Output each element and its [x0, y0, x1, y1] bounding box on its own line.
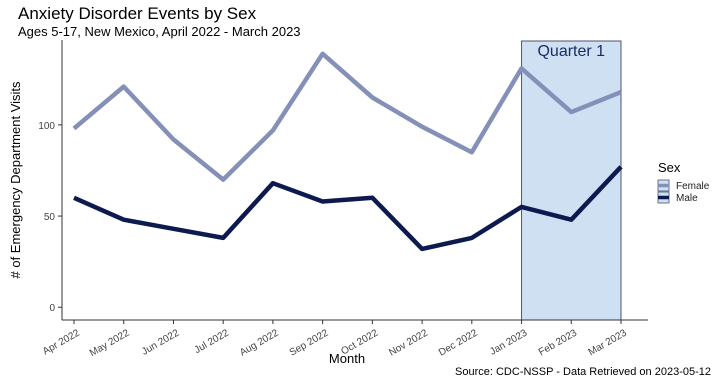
x-tick-label: Apr 2022 — [41, 327, 82, 357]
y-tick-label: 0 — [49, 303, 55, 314]
y-axis-ticks: 0 50 100 — [38, 121, 62, 314]
x-tick-label: May 2022 — [88, 327, 132, 359]
x-tick-label: Aug 2022 — [238, 327, 281, 358]
x-tick-label: Dec 2022 — [437, 327, 480, 358]
y-axis-title: # of Emergency Department Visits — [8, 81, 23, 279]
x-tick-label: Nov 2022 — [387, 327, 430, 358]
x-axis-title: Month — [329, 351, 365, 366]
series-line-male — [73, 165, 623, 252]
legend-label-male: Male — [676, 193, 698, 204]
quarter-1-label: Quarter 1 — [537, 43, 605, 60]
quarter-1-highlight — [521, 40, 622, 321]
x-tick-label: Mar 2023 — [587, 327, 629, 358]
x-tick-label: Jan 2023 — [488, 327, 530, 357]
y-tick-label: 50 — [44, 212, 56, 223]
x-tick-label: Jul 2022 — [193, 327, 232, 356]
x-tick-label: Jun 2022 — [140, 327, 182, 357]
source-caption: Source: CDC-NSSP - Data Retrieved on 202… — [455, 366, 711, 378]
legend-title: Sex — [658, 160, 681, 175]
series-lines — [72, 51, 623, 252]
axes — [61, 40, 648, 321]
y-tick-label: 100 — [38, 121, 55, 132]
chart-title: Anxiety Disorder Events by Sex — [18, 4, 257, 23]
chart-subtitle: Ages 5-17, New Mexico, April 2022 - Marc… — [18, 24, 301, 39]
x-tick-label: Feb 2023 — [537, 327, 579, 358]
series-line-female — [72, 51, 622, 182]
x-tick-label: Sep 2022 — [288, 327, 331, 358]
legend-label-female: Female — [676, 181, 710, 192]
